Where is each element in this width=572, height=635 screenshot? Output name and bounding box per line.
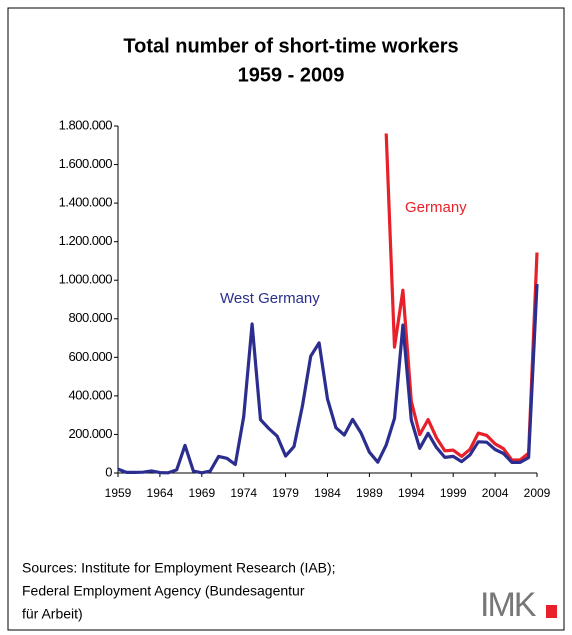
y-tick-label: 1.800.000 bbox=[59, 117, 113, 132]
y-tick-label: 800.000 bbox=[69, 310, 113, 325]
series-label: West Germany bbox=[220, 290, 320, 307]
logo: IMK bbox=[480, 586, 537, 624]
y-tick-label: 1.400.000 bbox=[59, 195, 113, 210]
frame bbox=[7, 7, 565, 631]
y-tick-label: 200.000 bbox=[69, 426, 113, 441]
x-tick-label: 2004 bbox=[482, 486, 509, 500]
y-tick-label: 0 bbox=[105, 464, 112, 479]
y-tick-label: 1.000.000 bbox=[59, 272, 113, 287]
x-tick-label: 1974 bbox=[230, 486, 257, 500]
x-tick-label: 1989 bbox=[356, 486, 383, 500]
x-tick-label: 1984 bbox=[314, 486, 341, 500]
x-tick-label: 1964 bbox=[147, 486, 174, 500]
series-line bbox=[384, 133, 539, 462]
y-tick-label: 1.200.000 bbox=[59, 233, 113, 248]
chart-title: Total number of short-time workers bbox=[123, 35, 458, 57]
source-text: Sources: Institute for Employment Resear… bbox=[22, 560, 336, 576]
x-tick-label: 1994 bbox=[398, 486, 425, 500]
chart-title: 1959 - 2009 bbox=[238, 64, 345, 86]
x-tick-label: 1999 bbox=[440, 486, 467, 500]
x-tick-label: 1969 bbox=[188, 486, 215, 500]
x-tick-label: 1979 bbox=[272, 486, 299, 500]
x-tick-label: 2009 bbox=[524, 486, 551, 500]
x-tick-label: 1959 bbox=[105, 486, 132, 500]
source-text: Federal Employment Agency (Bundesagentur bbox=[22, 583, 305, 599]
series-label: Germany bbox=[405, 199, 467, 216]
series-line bbox=[117, 284, 539, 475]
y-tick-label: 1.600.000 bbox=[59, 156, 113, 171]
y-tick-label: 600.000 bbox=[69, 349, 113, 364]
y-tick-label: 400.000 bbox=[69, 387, 113, 402]
source-text: für Arbeit) bbox=[22, 606, 83, 622]
logo-mark bbox=[546, 605, 557, 618]
